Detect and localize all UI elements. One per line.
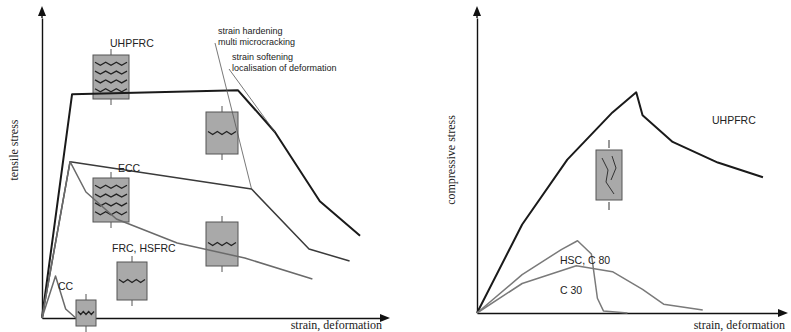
series-label: HSC, C 80	[560, 254, 610, 266]
axis-line	[42, 19, 43, 319]
curve	[42, 162, 350, 318]
annotation-pointer	[229, 69, 275, 132]
specimen-body	[206, 222, 238, 266]
curve	[42, 162, 312, 318]
series-label: UHPFRC	[712, 114, 756, 126]
specimen-body	[93, 178, 129, 222]
axis-line	[478, 313, 779, 314]
crack	[611, 156, 616, 180]
crack	[95, 71, 127, 74]
crack	[208, 132, 236, 135]
series-label: UHPFRC	[110, 37, 154, 49]
curve	[477, 266, 703, 313]
crack	[95, 194, 127, 197]
specimen	[206, 216, 238, 272]
specimen-body	[117, 262, 147, 300]
load-arrow	[111, 49, 112, 55]
diagram: tensile stress strain, deformation UHPFRC E…	[0, 0, 791, 332]
y-axis-title: compressive stress	[444, 115, 458, 205]
specimen-body	[206, 112, 238, 154]
specimen-body	[76, 300, 96, 326]
specimen	[117, 256, 147, 306]
axis-line	[477, 19, 478, 314]
crack	[119, 280, 145, 283]
load-arrow	[86, 326, 87, 332]
specimen	[596, 140, 622, 210]
load-arrow	[132, 300, 133, 306]
specimen-body	[596, 150, 622, 200]
y-axis	[42, 19, 43, 319]
chart: tensile stress strain, deformation UHPFRC E…	[7, 6, 390, 332]
specimen	[93, 49, 129, 105]
curve	[477, 92, 763, 313]
load-arrow	[609, 140, 610, 148]
crack	[95, 80, 127, 83]
y-axis-arrowhead	[473, 6, 481, 16]
specimens	[596, 140, 622, 210]
load-arrow	[132, 256, 133, 262]
load-arrow	[222, 266, 223, 272]
specimen	[93, 172, 129, 228]
crack	[95, 89, 127, 92]
plot-lines	[42, 90, 360, 318]
crack	[78, 312, 94, 315]
crack	[95, 185, 127, 188]
load-arrow	[609, 202, 610, 210]
series-label: FRC, HSFRC	[112, 242, 176, 254]
load-arrow	[222, 106, 223, 112]
series-label: CC	[58, 280, 74, 292]
annotation: strain softening	[232, 52, 293, 62]
plot-lines	[477, 92, 763, 313]
curve	[42, 90, 360, 318]
x-axis-title: strain, deformation	[694, 318, 785, 332]
crack	[95, 62, 127, 65]
series-label: ECC	[118, 162, 141, 174]
annotation: strain hardening	[218, 26, 283, 36]
load-arrow	[111, 99, 112, 105]
x-axis	[478, 313, 779, 314]
curve	[42, 276, 76, 318]
series-label: C 30	[560, 284, 582, 296]
y-axis-title: tensile stress	[7, 119, 21, 180]
annotation: localisation of deformation	[232, 63, 337, 73]
y-axis-arrowhead	[38, 6, 46, 16]
load-arrow	[111, 222, 112, 228]
load-arrow	[222, 216, 223, 222]
x-axis-arrowhead	[778, 309, 788, 317]
crack	[208, 243, 236, 246]
y-axis	[477, 19, 478, 314]
load-arrow	[222, 154, 223, 160]
chart: compressive stress strain, deformation UHP…	[444, 6, 788, 332]
x-axis-title: strain, deformation	[291, 318, 382, 332]
load-arrow	[86, 294, 87, 300]
load-arrow	[111, 172, 112, 178]
specimen	[76, 294, 96, 332]
annotation: multi microcracking	[218, 37, 295, 47]
curve	[477, 241, 628, 313]
